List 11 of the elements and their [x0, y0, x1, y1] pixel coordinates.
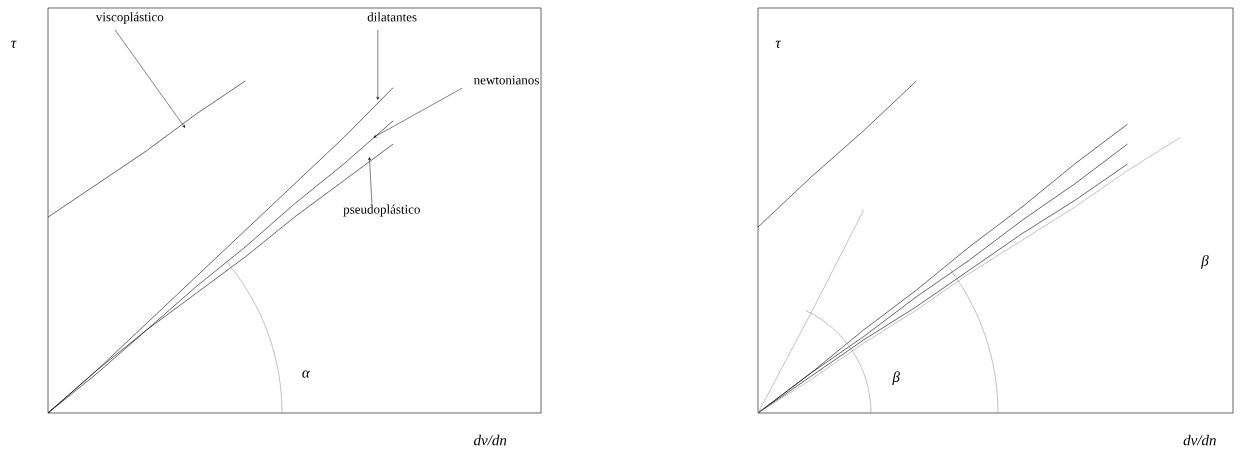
annotation: α — [302, 370, 310, 378]
series-label: pseudoplástico — [343, 204, 420, 217]
y-axis-title: τ — [11, 40, 17, 48]
y-axis-title: τ — [775, 40, 782, 48]
x-axis-title: dv/dn — [1183, 434, 1216, 446]
text: newtonianos — [473, 75, 539, 85]
annotation: β — [1201, 255, 1209, 269]
annotation: β — [892, 371, 900, 386]
x-axis-title: dv/dn — [474, 434, 507, 446]
text: dilatantes — [367, 12, 417, 22]
text: viscoplástico — [95, 12, 164, 24]
